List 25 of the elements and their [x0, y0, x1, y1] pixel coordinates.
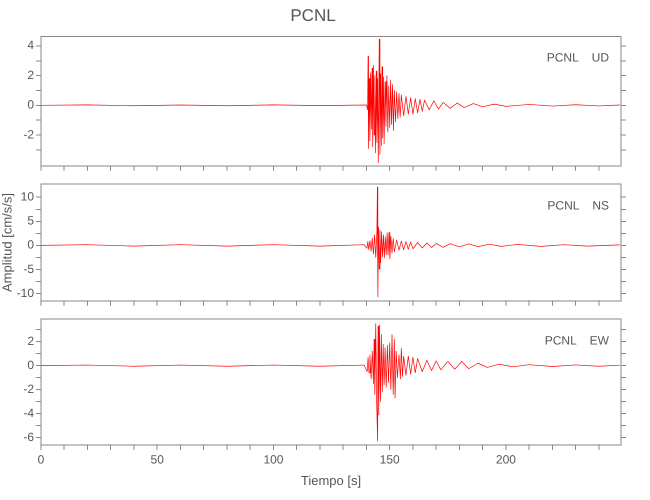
y-tick-label: -6: [23, 430, 34, 444]
annotation: PCNL EW: [544, 334, 610, 348]
y-tick-label: 2: [27, 68, 34, 82]
x-tick-label: 150: [380, 452, 400, 467]
y-axis-title: Amplitud [cm/s/s]: [0, 193, 14, 292]
annotation: PCNL NS: [547, 198, 609, 213]
y-tick-label: -4: [23, 406, 34, 420]
y-tick-label: -10: [16, 286, 34, 300]
y-tick-label: 5: [27, 214, 34, 228]
x-axis-title: Tiempo [s]: [300, 472, 362, 488]
y-tick-label: -2: [23, 382, 34, 396]
y-tick-label: 10: [20, 190, 34, 204]
x-tick-label: 200: [496, 452, 516, 467]
y-tick-label: 0: [27, 238, 34, 252]
y-tick-label: 0: [27, 358, 34, 372]
x-tick-label: 100: [263, 452, 284, 467]
y-tick-label: 0: [27, 98, 34, 112]
x-tick-label: 0: [38, 452, 45, 467]
y-tick-label: 2: [27, 334, 34, 348]
y-tick-label: 4: [27, 38, 34, 52]
y-tick-label: -5: [23, 262, 34, 276]
x-tick-label: 50: [150, 452, 164, 467]
y-tick-label: -2: [23, 127, 34, 142]
annotation: PCNL UD: [546, 50, 610, 65]
chart-title: PCNL: [290, 6, 336, 25]
